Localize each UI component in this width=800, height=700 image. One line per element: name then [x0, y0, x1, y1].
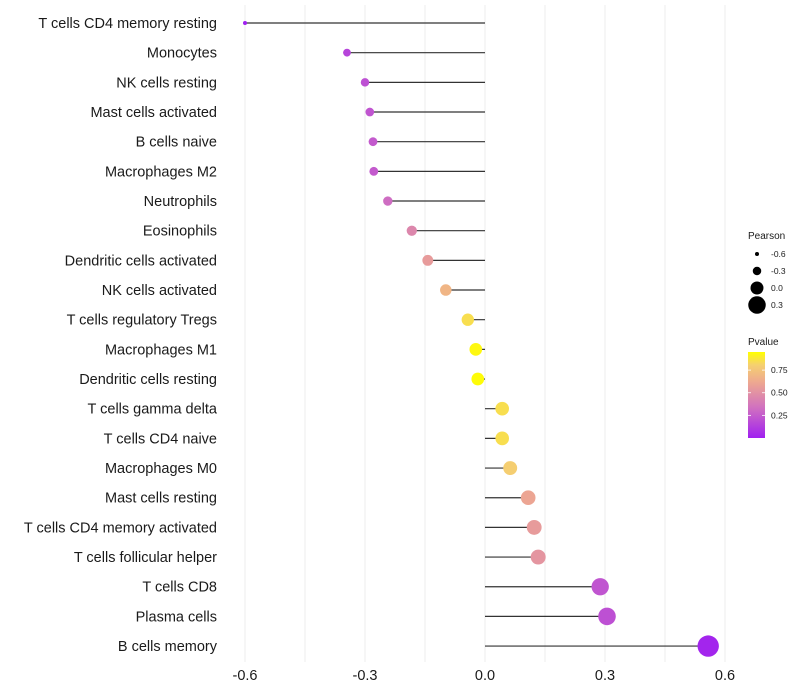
size-legend-key	[748, 296, 766, 314]
y-tick-label: Mast cells activated	[90, 105, 217, 121]
x-tick-label: -0.3	[353, 668, 378, 684]
y-tick-label: Dendritic cells activated	[65, 253, 217, 269]
y-tick-label: T cells CD4 memory resting	[38, 16, 217, 32]
point	[365, 107, 375, 117]
y-tick-label: Macrophages M2	[105, 164, 217, 180]
size-legend-key	[755, 252, 759, 256]
color-legend-label: 0.50	[771, 388, 788, 398]
x-tick-label: 0.3	[595, 668, 615, 684]
point	[368, 137, 378, 147]
y-tick-label: Plasma cells	[136, 609, 217, 625]
point	[697, 635, 719, 657]
y-tick-label: Eosinophils	[143, 224, 217, 240]
point	[526, 519, 542, 535]
point	[243, 21, 247, 25]
x-axis-ticks: -0.6 -0.3 0.0 0.3 0.6	[233, 668, 736, 684]
y-tick-label: T cells CD4 naive	[104, 431, 217, 447]
point	[343, 48, 351, 57]
y-tick-label: NK cells resting	[116, 75, 217, 91]
point	[520, 490, 536, 506]
y-tick-label: B cells naive	[136, 135, 217, 151]
point	[461, 313, 474, 326]
y-tick-label: T cells CD8	[142, 580, 217, 596]
y-tick-label: Macrophages M0	[105, 461, 217, 477]
point	[598, 607, 616, 626]
size-legend-label: -0.3	[771, 266, 786, 276]
size-legend: -0.6 -0.3 0.0 0.3	[748, 249, 786, 314]
legend: Pearson -0.6-0.30.00.3 Pvalue 0.250.500.…	[748, 231, 788, 438]
color-legend-title: Pvalue	[748, 337, 779, 348]
color-legend-label: 0.25	[771, 410, 788, 420]
point	[503, 461, 518, 476]
y-tick-label: T cells follicular helper	[74, 550, 217, 566]
y-tick-label: Macrophages M1	[105, 342, 217, 358]
color-bar	[748, 352, 765, 438]
y-tick-label: Dendritic cells resting	[79, 372, 217, 388]
point	[383, 196, 393, 206]
y-tick-label: T cells regulatory Tregs	[67, 313, 217, 329]
y-tick-label: T cells gamma delta	[88, 402, 218, 418]
point	[406, 225, 417, 236]
size-legend-key	[750, 281, 764, 295]
point	[471, 372, 485, 386]
y-tick-label: B cells memory	[118, 639, 218, 655]
point	[495, 431, 510, 446]
x-tick-label: 0.6	[715, 668, 735, 684]
x-tick-label: 0.0	[475, 668, 495, 684]
point	[591, 578, 609, 596]
point	[422, 254, 434, 266]
y-tick-label: NK cells activated	[102, 283, 217, 299]
size-legend-key	[752, 266, 762, 276]
y-tick-label: Monocytes	[147, 46, 217, 62]
color-legend-ticks: 0.25 0.50 0.75	[748, 365, 788, 420]
y-tick-label: T cells CD4 memory activated	[24, 520, 217, 536]
y-axis-labels: T cells CD4 memory resting Monocytes NK ce…	[24, 16, 218, 655]
point	[440, 284, 452, 296]
y-tick-label: Neutrophils	[144, 194, 217, 210]
grid-lines	[244, 5, 726, 662]
color-legend-label: 0.75	[771, 365, 788, 375]
stems	[245, 22, 709, 647]
size-legend-label: 0.0	[771, 283, 783, 293]
point	[530, 549, 546, 565]
point	[369, 166, 379, 176]
size-legend-label: 0.3	[771, 300, 783, 310]
x-tick-label: -0.6	[233, 668, 258, 684]
y-tick-label: Mast cells resting	[105, 491, 217, 507]
point	[495, 401, 510, 416]
size-legend-label: -0.6	[771, 249, 786, 259]
point	[360, 78, 370, 87]
points	[243, 21, 719, 657]
size-legend-title: Pearson	[748, 231, 785, 242]
point	[469, 343, 483, 356]
